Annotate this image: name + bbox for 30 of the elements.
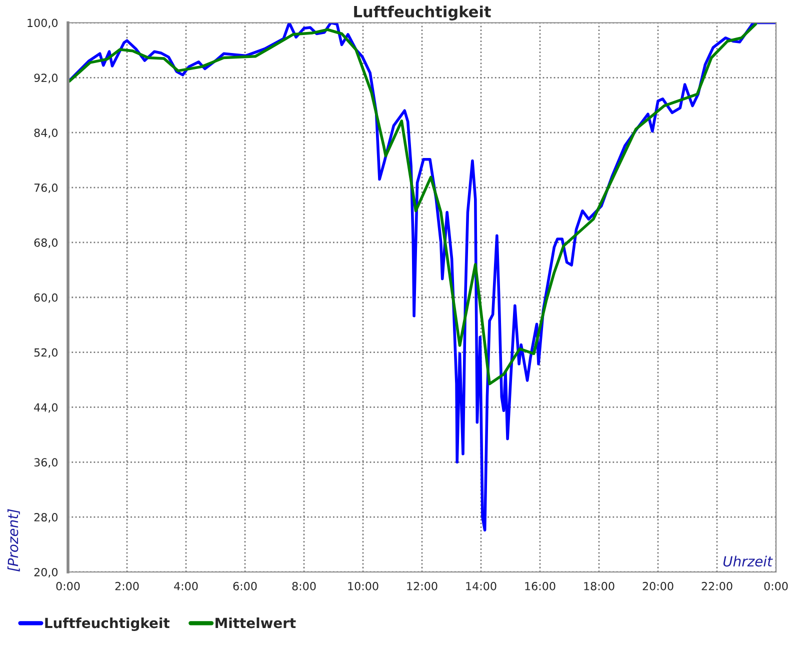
x-tick-label: 0:00	[764, 582, 788, 590]
y-tick-label: 36,0	[34, 458, 58, 468]
x-axis-title: Uhrzeit	[723, 556, 773, 567]
x-tick-label: 6:00	[233, 582, 257, 590]
x-tick-label: 4:00	[174, 582, 198, 590]
y-tick-label: 44,0	[34, 403, 58, 413]
legend-label: Luftfeuchtigkeit	[45, 617, 170, 632]
y-tick-label: 76,0	[34, 184, 58, 194]
y-tick-label: 100,0	[28, 18, 58, 28]
y-tick-label: 60,0	[34, 293, 58, 303]
x-tick-label: 8:00	[292, 582, 316, 590]
y-tick-label: 52,0	[34, 348, 58, 358]
y-tick-label: 92,0	[34, 74, 58, 84]
y-tick-label: 84,0	[34, 128, 58, 138]
x-tick-label: 22:00	[702, 582, 732, 590]
chart-title: Luftfeuchtigkeit	[354, 6, 491, 20]
y-tick-label: 28,0	[34, 513, 58, 523]
y-tick-label: 20,0	[34, 568, 58, 578]
x-tick-label: 20:00	[642, 582, 674, 590]
x-tick-label: 16:00	[525, 582, 556, 590]
y-axis-title: [Prozent]	[7, 509, 20, 572]
line-series	[68, 22, 758, 386]
x-tick-label: 2:00	[115, 582, 139, 590]
legend-label: Mittelwert	[216, 617, 296, 628]
x-tick-label: 0:00	[56, 582, 80, 590]
x-tick-label: 18:00	[584, 582, 614, 590]
x-tick-label: 14:00	[466, 582, 496, 590]
y-tick-label: 68,0	[34, 238, 58, 248]
x-tick-label: 12:00	[407, 582, 438, 590]
x-tick-label: 10:00	[348, 582, 378, 590]
